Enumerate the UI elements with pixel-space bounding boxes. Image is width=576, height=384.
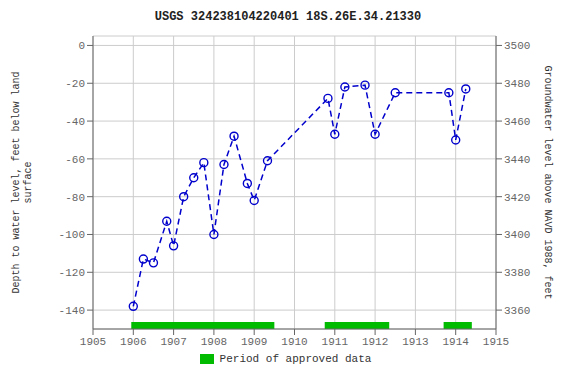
svg-text:1907: 1907: [160, 336, 186, 348]
svg-text:1910: 1910: [281, 336, 307, 348]
svg-text:0: 0: [78, 40, 85, 52]
svg-text:1909: 1909: [241, 336, 267, 348]
svg-text:-40: -40: [65, 116, 85, 128]
svg-text:3500: 3500: [504, 40, 530, 52]
svg-text:1912: 1912: [362, 336, 388, 348]
svg-text:3480: 3480: [504, 78, 530, 90]
html-text:Period of approved data: Period of approved data: [219, 353, 372, 365]
svg-text:1914: 1914: [442, 336, 469, 348]
html-text:USGS 324238104220401 18S.26E.3: USGS 324238104220401 18S.26E.34.21330: [154, 10, 422, 24]
svg-text:1913: 1913: [402, 336, 428, 348]
svg-text:-80: -80: [65, 192, 85, 204]
svg-text:-120: -120: [59, 267, 85, 279]
svg-text:1905: 1905: [80, 336, 106, 348]
svg-text:3420: 3420: [504, 192, 530, 204]
svg-text:-100: -100: [59, 229, 85, 241]
svg-text:1915: 1915: [483, 336, 509, 348]
svg-text:3400: 3400: [504, 229, 530, 241]
svg-text:3460: 3460: [504, 116, 530, 128]
svg-text:1908: 1908: [201, 336, 227, 348]
svg-text:Depth to water level, feet bel: Depth to water level, feet below landsur…: [11, 71, 34, 293]
svg-text:1911: 1911: [322, 336, 349, 348]
svg-text:3380: 3380: [504, 267, 530, 279]
svg-text:-140: -140: [59, 305, 85, 317]
svg-text:1906: 1906: [120, 336, 146, 348]
svg-text:-60: -60: [65, 154, 85, 166]
svg-text:Groundwater level above NAVD 1: Groundwater level above NAVD 1988, feet: [542, 65, 553, 299]
svg-text:3440: 3440: [504, 154, 530, 166]
svg-text:-20: -20: [65, 78, 85, 90]
svg-text:3360: 3360: [504, 305, 530, 317]
